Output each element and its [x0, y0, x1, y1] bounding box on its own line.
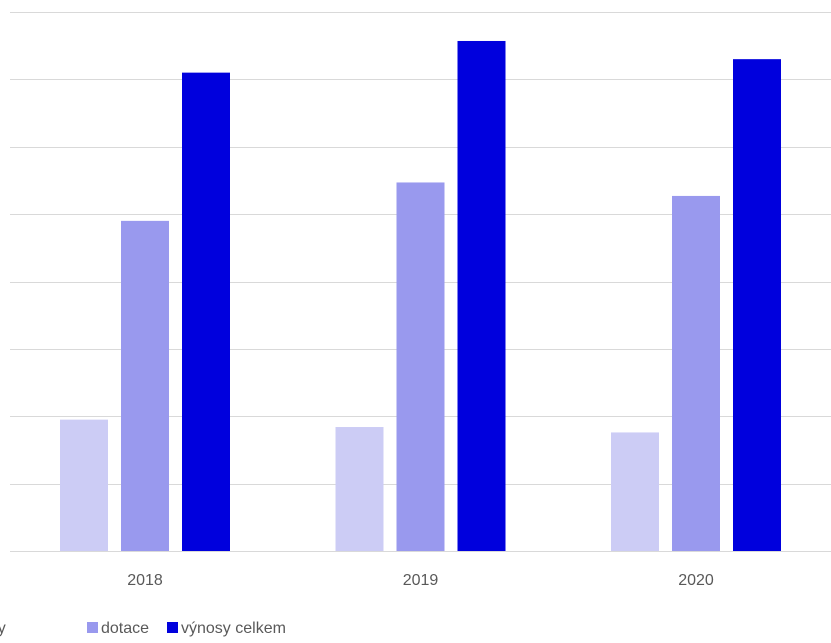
bar-2020-series-0: [611, 432, 659, 551]
legend: výnosy dotace výnosy celkem: [0, 620, 286, 637]
bars: [60, 40, 781, 552]
bar-2019-series-2: [457, 40, 506, 551]
x-tick-label: 2018: [127, 572, 163, 589]
legend-label: dotace: [101, 620, 149, 637]
legend-label: výnosy: [0, 620, 6, 637]
bar-2020-series-2: [733, 59, 781, 551]
x-tick-labels: 2018 2019 2020: [127, 572, 714, 589]
legend-label: výnosy celkem: [181, 620, 286, 637]
x-tick-label: 2019: [403, 572, 439, 589]
bar-2020-series-1: [672, 195, 720, 551]
bar-2019-series-1: [396, 182, 445, 552]
bar-2018-series-2: [182, 72, 230, 551]
bar-2018-series-0: [60, 419, 108, 551]
legend-swatch: [87, 622, 98, 633]
bar-2019-series-0: [335, 427, 384, 551]
legend-swatch: [167, 622, 178, 633]
x-tick-label: 2020: [678, 572, 714, 589]
bar-2018-series-1: [121, 220, 169, 552]
